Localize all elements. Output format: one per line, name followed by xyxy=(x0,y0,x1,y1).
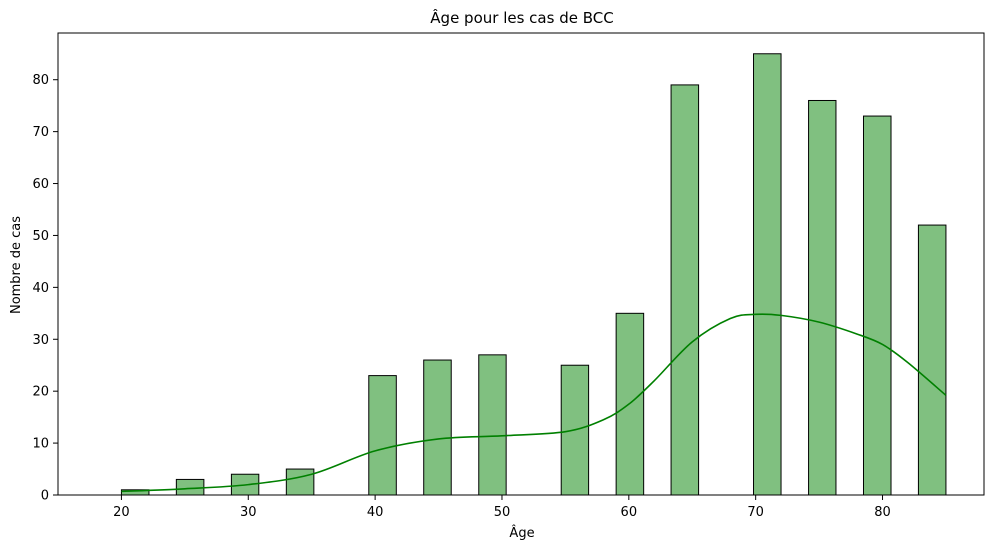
y-tick-label-70: 70 xyxy=(32,125,49,140)
plot-area-frame xyxy=(57,32,985,496)
y-tick-label-0: 0 xyxy=(41,489,49,504)
y-tick-label-50: 50 xyxy=(32,229,49,244)
x-axis-title: Âge xyxy=(509,525,534,541)
chart-title: Âge pour les cas de BCC xyxy=(430,8,613,27)
y-tick-label-20: 20 xyxy=(32,385,49,400)
histogram-bar-1 xyxy=(175,478,205,496)
histogram-bar-10 xyxy=(753,53,782,496)
y-axis-ticks: 0 10 20 30 40 50 60 70 80 xyxy=(32,73,58,504)
histogram-bar-12 xyxy=(862,115,892,496)
histogram-bar-9 xyxy=(670,84,700,496)
histogram-bars xyxy=(120,53,947,496)
histogram-bar-6 xyxy=(478,354,507,496)
histogram-bar-5 xyxy=(423,359,452,496)
x-tick-label-50: 50 xyxy=(494,505,511,520)
histogram-bar-4 xyxy=(368,375,397,496)
y-tick-label-80: 80 xyxy=(32,73,49,88)
x-tick-label-70: 70 xyxy=(747,505,764,520)
y-axis-title: Nombre de cas xyxy=(9,216,24,314)
histogram-bar-11 xyxy=(808,99,837,496)
y-tick-label-40: 40 xyxy=(32,281,49,296)
y-tick-label-10: 10 xyxy=(32,437,49,452)
kde-line xyxy=(121,313,947,493)
y-tick-label-30: 30 xyxy=(32,333,49,348)
x-tick-label-80: 80 xyxy=(874,505,891,520)
histogram-bar-13 xyxy=(917,224,947,496)
x-axis-ticks: 20 30 40 50 60 70 80 xyxy=(113,495,891,520)
x-tick-label-20: 20 xyxy=(113,505,130,520)
x-tick-label-40: 40 xyxy=(367,505,384,520)
x-tick-label-60: 60 xyxy=(621,505,638,520)
x-tick-label-30: 30 xyxy=(240,505,257,520)
histogram-bar-3 xyxy=(285,468,315,496)
y-tick-label-60: 60 xyxy=(32,177,49,192)
